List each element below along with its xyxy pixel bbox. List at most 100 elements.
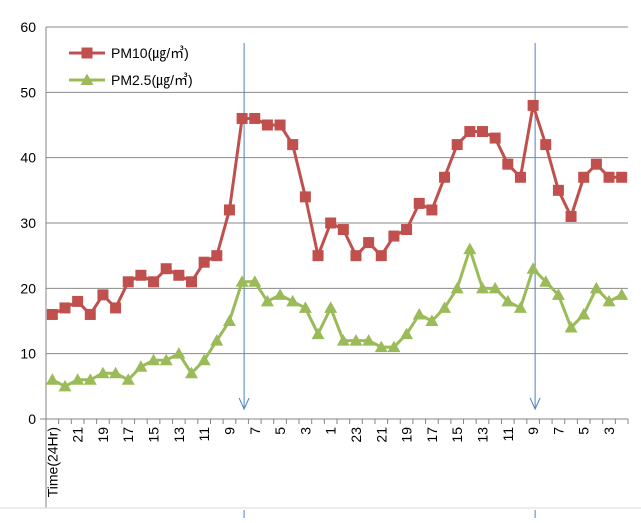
data-point (577, 307, 591, 320)
x-tick-label: Time(24Hr) (44, 427, 60, 497)
y-tick-label: 0 (28, 411, 36, 427)
data-point (186, 276, 197, 288)
data-point (578, 171, 590, 183)
data-point (464, 126, 476, 138)
data-point (438, 301, 452, 313)
data-point (476, 281, 489, 294)
data-point (273, 288, 287, 300)
x-tick-label: 1 (323, 427, 339, 435)
data-point (72, 295, 84, 307)
data-point (122, 276, 134, 288)
data-point (514, 171, 526, 183)
data-point (45, 373, 59, 385)
x-tick-label: 13 (475, 427, 491, 443)
x-tick-label: 5 (272, 427, 288, 435)
data-point (425, 314, 439, 326)
data-point (110, 302, 122, 314)
data-point (501, 294, 515, 307)
data-point (375, 250, 387, 262)
series (45, 99, 629, 392)
data-point (552, 184, 564, 196)
data-point (160, 263, 172, 275)
y-tick-label: 10 (20, 346, 36, 362)
data-point (387, 340, 401, 353)
annotation-arrow-head (529, 397, 541, 411)
data-point (235, 275, 249, 287)
data-point (439, 171, 451, 183)
legend-item-0: PM10(㎍/㎥) (69, 45, 189, 62)
data-point (311, 327, 325, 340)
y-tick-label: 30 (20, 215, 36, 231)
data-point (210, 334, 224, 346)
data-point (134, 360, 148, 372)
data-point (350, 250, 362, 262)
data-point (59, 302, 71, 314)
x-tick-label: 15 (449, 427, 465, 443)
data-point (551, 288, 565, 300)
data-point (513, 301, 527, 313)
data-point (426, 204, 438, 216)
x-tick-label: 15 (146, 427, 162, 443)
data-point (71, 373, 85, 385)
series-line (51, 247, 623, 388)
y-tick-label: 40 (20, 150, 36, 166)
x-tick-label: 21 (373, 427, 389, 443)
series-0 (46, 99, 628, 320)
x-tick-label: 11 (196, 427, 212, 442)
y-tick-label: 20 (20, 280, 36, 296)
data-point (489, 132, 501, 144)
data-point (83, 373, 97, 385)
data-point (260, 294, 274, 307)
data-point (147, 353, 161, 366)
data-point (261, 119, 273, 131)
x-tick-label: 3 (297, 427, 313, 435)
data-point (46, 308, 58, 320)
data-point (148, 276, 160, 288)
data-point (539, 275, 553, 287)
legend-label: PM10(㎍/㎥) (111, 45, 189, 62)
data-point (565, 210, 577, 222)
data-point (298, 301, 312, 313)
data-point (109, 366, 123, 379)
data-point (615, 288, 629, 300)
data-point (540, 139, 552, 151)
data-point (336, 334, 350, 346)
data-point (412, 307, 426, 320)
x-tick-label: 17 (424, 427, 440, 443)
x-tick-label: 7 (247, 427, 263, 435)
data-point (589, 281, 603, 294)
data-point (374, 340, 388, 353)
data-point (590, 158, 602, 170)
data-point (488, 281, 502, 294)
data-point (197, 353, 211, 366)
data-point (173, 269, 185, 281)
x-tick-label: 23 (348, 427, 364, 443)
data-point (325, 217, 337, 229)
gridlines (46, 26, 628, 355)
x-tick-label: 9 (525, 427, 541, 435)
data-point (172, 347, 186, 359)
data-point (96, 366, 110, 379)
series-1 (45, 242, 629, 392)
data-point (527, 99, 539, 111)
data-point (362, 334, 376, 346)
data-point (450, 281, 464, 294)
data-point (401, 224, 413, 236)
data-point (287, 139, 299, 151)
data-point (502, 158, 514, 170)
x-tick-label: 11 (500, 427, 516, 442)
data-point (349, 334, 363, 346)
legend-marker (81, 47, 93, 59)
series-line (51, 103, 622, 316)
data-point (337, 224, 349, 236)
data-point (413, 197, 425, 209)
data-point (526, 262, 540, 274)
data-point (84, 308, 96, 320)
data-point (97, 289, 109, 301)
data-point (388, 230, 400, 242)
data-point (312, 250, 324, 262)
x-tick-label: 5 (576, 427, 592, 435)
data-point (451, 139, 463, 151)
